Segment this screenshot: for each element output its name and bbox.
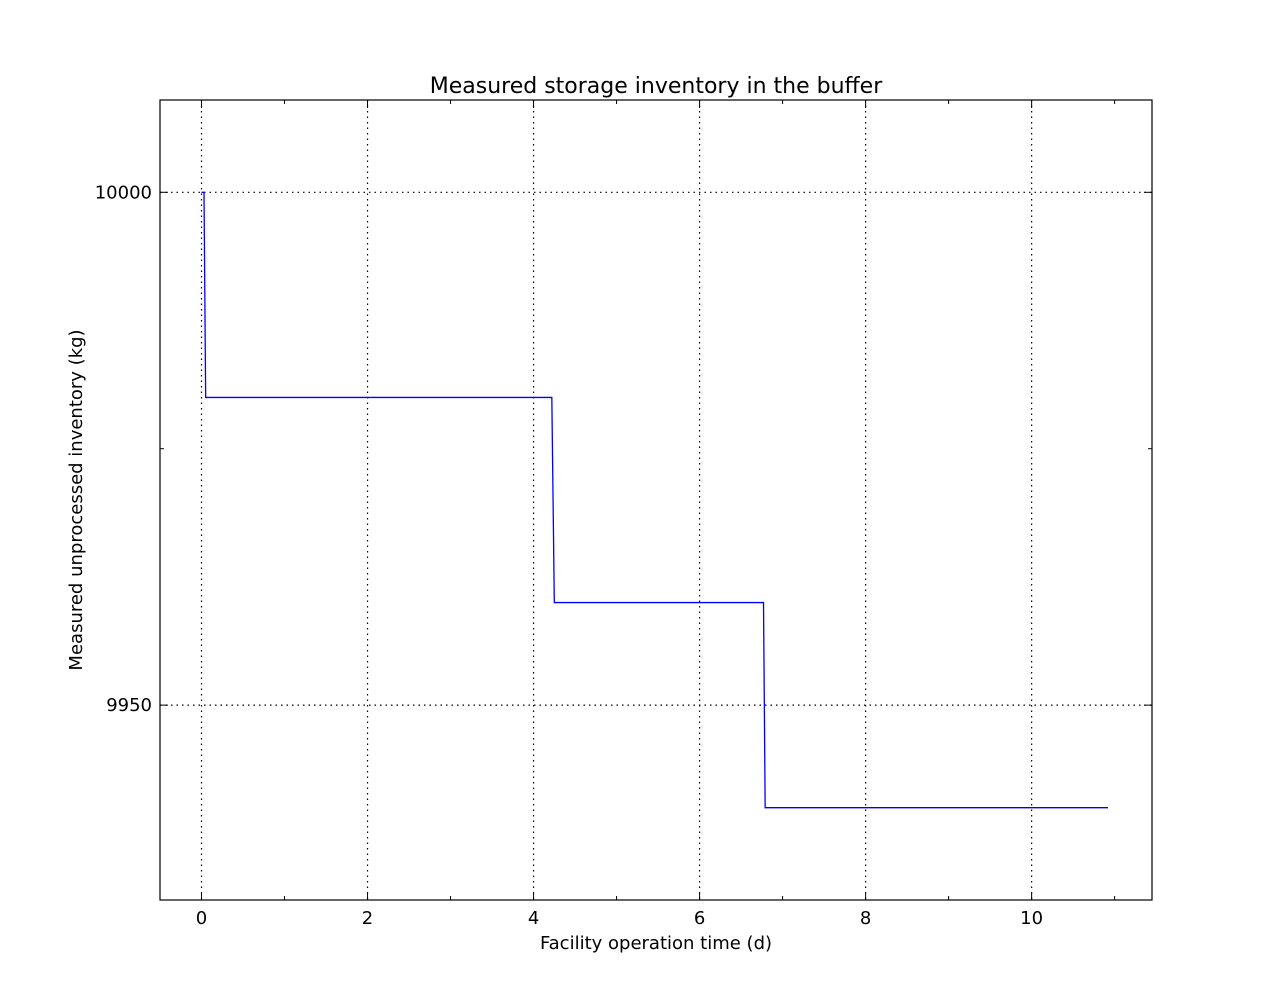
x-axis-label: Facility operation time (d) <box>540 933 772 954</box>
x-tick-label: 8 <box>860 908 871 929</box>
inventory-series-line <box>202 192 1108 807</box>
data-series <box>202 192 1108 807</box>
x-tick-label: 10 <box>1020 908 1043 929</box>
y-tick-label: 10000 <box>95 182 152 203</box>
axis-ticks: 0 2 4 6 8 10 9950 10000 <box>95 100 1152 929</box>
x-tick-label: 6 <box>694 908 705 929</box>
y-tick-label: 9950 <box>106 695 152 716</box>
x-tick-label: 4 <box>528 908 539 929</box>
x-tick-label: 2 <box>362 908 373 929</box>
chart-title: Measured storage inventory in the buffer <box>430 74 883 99</box>
grid-lines <box>160 100 1152 900</box>
x-tick-label: 0 <box>196 908 207 929</box>
y-axis-label: Measured unprocessed inventory (kg) <box>66 329 87 670</box>
plot-frame <box>160 100 1152 900</box>
